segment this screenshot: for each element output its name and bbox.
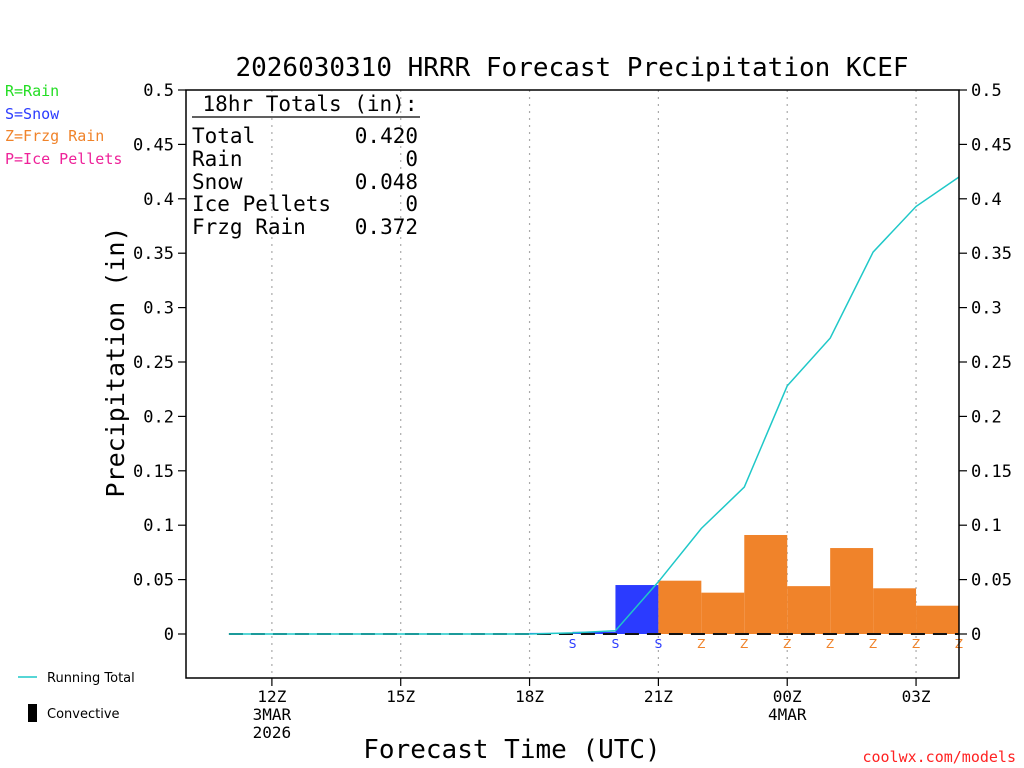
ptype-legend: R=Rain S=Snow Z=Frzg Rain P=Ice Pellets — [5, 82, 122, 168]
ytick-label-right: 0.35 — [971, 244, 1012, 264]
convective-legend-swatch — [28, 704, 37, 722]
totals-value-frzg-rain: 0.372 — [355, 215, 418, 239]
legend-frzg-rain: Z=Frzg Rain — [5, 127, 104, 145]
ytick-label-right: 0.2 — [971, 407, 1002, 427]
ytick-label-left: 0.35 — [133, 244, 174, 264]
xtick-date-label: 3MAR — [253, 705, 292, 724]
series-legend: Running Total Convective — [18, 671, 135, 722]
precip-bar-21 — [658, 580, 702, 634]
ytick-label-left: 0.1 — [143, 516, 174, 536]
ytick-label-left: 0 — [164, 625, 174, 645]
totals-label-frzg-rain: Frzg Rain — [192, 215, 306, 239]
precip-bar-27 — [916, 605, 959, 634]
legend-rain: R=Rain — [5, 82, 59, 100]
totals-label-ice-pellets: Ice Pellets — [192, 192, 331, 216]
ytick-label-right: 0.5 — [971, 81, 1002, 101]
ytick-label-right: 0.15 — [971, 462, 1012, 482]
ptype-marker-19: S — [569, 637, 577, 651]
precip-bar-23 — [744, 534, 788, 634]
vertical-gridlines — [271, 90, 917, 678]
totals-value-snow: 0.048 — [355, 170, 418, 194]
ytick-label-left: 0.45 — [133, 135, 174, 155]
ptype-marker-20: S — [612, 637, 620, 651]
ytick-label-left: 0.4 — [143, 190, 174, 210]
ptype-marker-23: Z — [740, 637, 748, 651]
ptype-marker-25: Z — [826, 637, 834, 651]
precip-bar-20 — [615, 585, 659, 634]
chart-title: 2026030310 HRRR Forecast Precipitation K… — [235, 53, 908, 83]
xtick-label: 03Z — [902, 687, 931, 706]
running-total-legend-label: Running Total — [47, 671, 135, 686]
ytick-label-left: 0.05 — [133, 571, 174, 591]
ytick-label-left: 0.2 — [143, 407, 174, 427]
legend-ice-pellets: P=Ice Pellets — [5, 150, 122, 168]
convective-legend-label: Convective — [47, 707, 120, 722]
legend-snow: S=Snow — [5, 105, 60, 123]
ytick-label-right: 0.05 — [971, 571, 1012, 591]
precip-bar-22 — [701, 592, 745, 634]
ytick-label-left: 0.5 — [143, 81, 174, 101]
ptype-marker-24: Z — [783, 637, 791, 651]
credit-text: coolwx.com/models — [862, 748, 1016, 766]
precip-bar-24 — [787, 586, 831, 634]
precip-bar-26 — [873, 588, 917, 634]
y-axis-label: Precipitation (in) — [101, 227, 130, 498]
totals-heading: 18hr Totals (in): — [203, 92, 418, 116]
xtick-label: 00Z — [773, 687, 802, 706]
ptype-marker-26: Z — [869, 637, 877, 651]
xtick-year-label: 2026 — [253, 723, 292, 742]
totals-value-total: 0.420 — [355, 124, 418, 148]
totals-label-snow: Snow — [192, 170, 243, 194]
xtick-label: 21Z — [644, 687, 673, 706]
x-axis-label: Forecast Time (UTC) — [363, 735, 660, 765]
ytick-label-right: 0 — [971, 625, 981, 645]
ytick-label-left: 0.25 — [133, 353, 174, 373]
ptype-marker-22: Z — [697, 637, 705, 651]
ytick-label-right: 0.3 — [971, 299, 1002, 319]
ptype-marker-27: Z — [912, 637, 920, 651]
totals-label-rain: Rain — [192, 147, 243, 171]
ptype-marker-21: S — [655, 637, 663, 651]
ytick-label-right: 0.1 — [971, 516, 1002, 536]
xtick-label: 18Z — [515, 687, 544, 706]
xtick-label: 15Z — [386, 687, 415, 706]
totals-value-ice-pellets: 0 — [405, 192, 418, 216]
precip-bar-19 — [572, 631, 616, 634]
ytick-label-right: 0.45 — [971, 135, 1012, 155]
ytick-label-left: 0.3 — [143, 299, 174, 319]
ytick-label-left: 0.15 — [133, 462, 174, 482]
xtick-date-label: 4MAR — [768, 705, 807, 724]
running-total-line — [228, 176, 960, 635]
xtick-label: 12Z — [257, 687, 286, 706]
totals-value-rain: 0 — [405, 147, 418, 171]
precip-bar-25 — [830, 548, 874, 634]
y-axis-ticks: 0 0 0.05 0.05 0.1 0.1 0.15 0.15 0.2 0.2 0.25 0.25 0.… — [133, 81, 1012, 645]
hourly-precip-bars — [529, 534, 959, 634]
ytick-label-right: 0.4 — [971, 190, 1002, 210]
totals-box: 18hr Totals (in): Total 0.420 Rain 0 Sno… — [192, 92, 420, 239]
plot-frame — [185, 89, 960, 679]
ytick-label-right: 0.25 — [971, 353, 1012, 373]
totals-label-total: Total — [192, 124, 255, 148]
